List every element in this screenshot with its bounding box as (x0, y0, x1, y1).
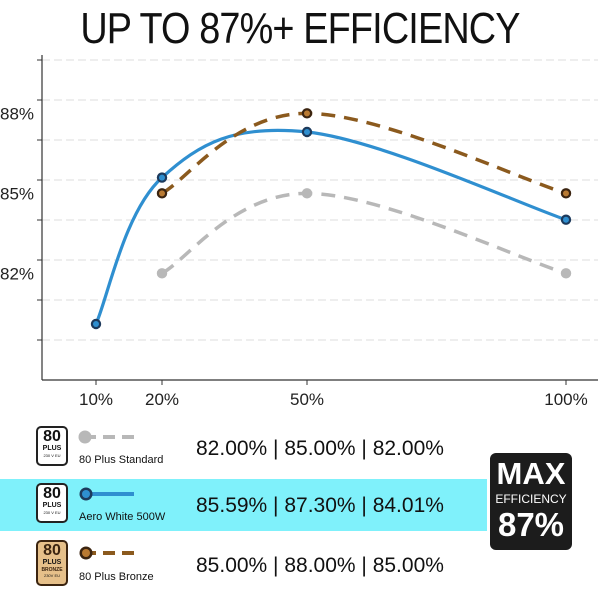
series-line-80-plus-bronze (161, 111, 567, 196)
efficiency-chart: 82% 85% 88% 10% 20% 50% 100% (0, 55, 598, 409)
badge-tier: BRONZE (41, 567, 63, 573)
y-tick-label: 88% (0, 104, 34, 123)
80plus-standard-badge: 80 PLUS 230 V EU (36, 426, 68, 466)
data-point-fill-aero-white-500w (304, 129, 310, 135)
legend-label-aero-white: Aero White 500W (79, 511, 166, 523)
x-tick-label: 20% (145, 390, 179, 409)
legend-label-standard: 80 Plus Standard (79, 454, 164, 466)
data-point-fill-80-plus-bronze (563, 190, 569, 197)
efficiency-label: EFFICIENCY (495, 492, 567, 506)
series-line-aero-white-500w (94, 128, 567, 325)
highlight-band (0, 479, 487, 531)
data-point-fill-80-plus-standard (159, 270, 165, 277)
badge-plus: PLUS (42, 502, 62, 509)
legend-swatch-aero-white (79, 487, 134, 501)
legend-values-bronze: 85.00% | 88.00% | 85.00% (196, 554, 444, 577)
data-point-fill-80-plus-bronze (304, 110, 310, 117)
max-efficiency-box: MAX EFFICIENCY 87% (490, 453, 572, 550)
data-point-fill-80-plus-bronze (159, 190, 165, 197)
legend-row-standard: 80 PLUS 230 V EU 80 Plus Standard 82.00%… (0, 423, 600, 477)
data-point-fill-aero-white-500w (93, 321, 99, 327)
badge-plus: PLUS (42, 445, 62, 452)
badge-plus: PLUS (42, 559, 62, 566)
data-point-fill-80-plus-standard (304, 190, 310, 197)
80plus-bronze-badge: 80 PLUS BRONZE 230V EU (36, 540, 68, 586)
data-point-fill-aero-white-500w (159, 174, 165, 181)
badge-sub: 230 V EU (43, 453, 61, 458)
page-title: UP TO 87%+ EFFICIENCY (80, 4, 520, 53)
chart-grid (42, 59, 598, 341)
badge-sub: 230V EU (43, 573, 60, 578)
legend-values-aero-white: 85.59% | 87.30% | 84.01% (196, 494, 444, 517)
x-tick-label: 100% (544, 390, 587, 409)
legend-label-bronze: 80 Plus Bronze (79, 571, 154, 583)
max-value: 87% (497, 506, 565, 543)
badge-sub: 230 V EU (43, 510, 61, 515)
max-label: MAX (496, 456, 566, 491)
badge-number: 80 (43, 428, 61, 445)
legend-row-bronze: 80 PLUS BRONZE 230V EU 80 Plus Bronze 85… (0, 537, 600, 591)
chart-tick-labels: 82% 85% 88% 10% 20% 50% 100% (0, 104, 588, 409)
chart-axes (37, 55, 598, 385)
y-tick-label: 85% (0, 184, 34, 203)
series-line-80-plus-standard (161, 191, 567, 276)
x-tick-label: 10% (79, 390, 113, 409)
legend-values-standard: 82.00% | 85.00% | 82.00% (196, 437, 444, 460)
chart-series (90, 108, 572, 330)
80plus-badge: 80 PLUS 230 V EU (36, 483, 68, 523)
data-point-fill-80-plus-standard (563, 270, 569, 277)
x-tick-label: 50% (290, 390, 324, 409)
badge-number: 80 (43, 542, 61, 559)
data-point-fill-aero-white-500w (563, 216, 569, 223)
legend-row-aero-white: 80 PLUS 230 V EU Aero White 500W 85.59% … (0, 477, 600, 531)
y-tick-label: 82% (0, 264, 34, 283)
legend-swatch-standard (78, 430, 134, 444)
legend-swatch-bronze (79, 546, 134, 560)
badge-number: 80 (43, 485, 61, 502)
